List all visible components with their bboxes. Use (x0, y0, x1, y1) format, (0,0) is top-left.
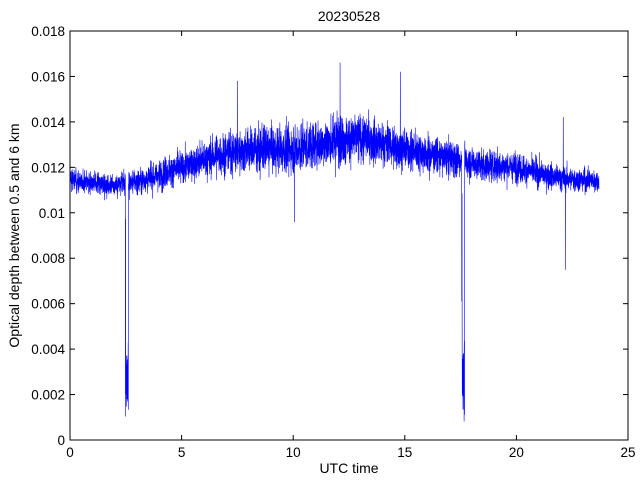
y-tick-label: 0.008 (31, 251, 65, 266)
x-tick-label: 5 (178, 445, 186, 460)
ticks: 0 5 10 15 20 25 0 0.002 0.004 0.006 0.008 0.01 0.012… (31, 24, 635, 460)
x-tick-label: 25 (620, 445, 635, 460)
series-line (69, 62, 600, 422)
x-tick-label: 15 (397, 445, 412, 460)
y-tick-label: 0.01 (39, 206, 65, 221)
y-tick-label: 0.004 (31, 342, 65, 357)
y-tick-label: 0.016 (31, 69, 65, 84)
y-axis-label: Optical depth between 0.5 and 6 km (6, 123, 22, 347)
y-tick-label: 0.012 (31, 160, 65, 175)
chart-title: 20230528 (318, 8, 381, 24)
y-tick-label: 0.006 (31, 297, 65, 312)
y-tick-label: 0.018 (31, 24, 65, 39)
x-tick-label: 0 (66, 445, 74, 460)
y-tick-label: 0.014 (31, 115, 65, 130)
y-tick-label: 0 (57, 433, 65, 448)
y-tick-label: 0.002 (31, 388, 65, 403)
plot-frame (69, 30, 629, 441)
x-tick-label: 10 (286, 445, 301, 460)
x-axis-label: UTC time (319, 460, 378, 476)
x-tick-label: 20 (509, 445, 524, 460)
